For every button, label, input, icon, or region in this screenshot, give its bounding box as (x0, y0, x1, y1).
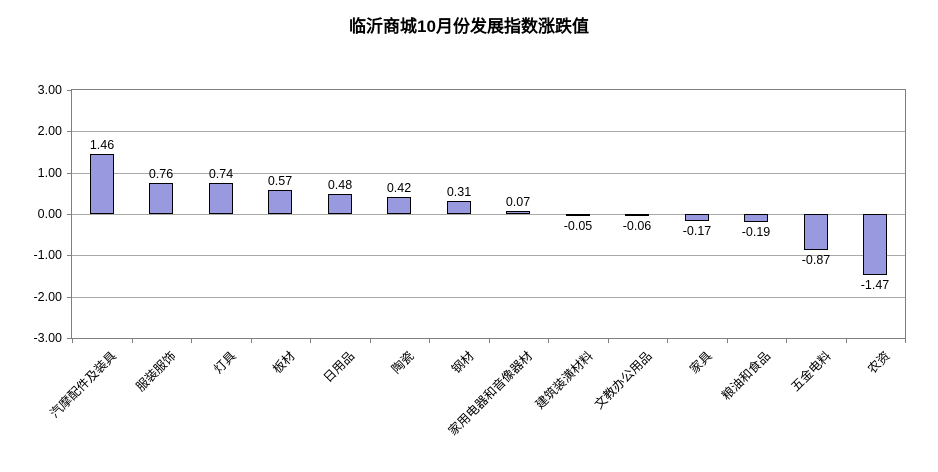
x-axis-tick (667, 338, 668, 343)
x-axis-tick (846, 338, 847, 343)
x-axis-tick (72, 338, 73, 343)
bar (209, 183, 233, 214)
bar (328, 194, 352, 214)
x-axis-category-label: 农资 (865, 348, 893, 377)
x-axis-category-label: 家具 (687, 348, 715, 377)
y-axis-tick (67, 214, 72, 215)
bar (566, 214, 590, 216)
y-axis-tick (67, 255, 72, 256)
bar (268, 190, 292, 214)
bar (744, 214, 768, 222)
x-axis-tick (608, 338, 609, 343)
x-axis-tick (310, 338, 311, 343)
y-axis-tick-label: 2.00 (37, 124, 62, 138)
x-axis-category-label: 陶瓷 (389, 348, 417, 377)
gridline (72, 131, 905, 132)
x-axis-tick (370, 338, 371, 343)
chart-title: 临沂商城10月份发展指数涨跌值 (349, 17, 589, 36)
bar (90, 154, 114, 214)
y-axis-tick-label: 1.00 (37, 166, 62, 180)
bar (149, 183, 173, 214)
bar (625, 214, 649, 216)
y-axis-tick-label: -3.00 (33, 331, 63, 345)
x-axis-tick (489, 338, 490, 343)
x-axis-category-label: 服装服饰 (133, 348, 179, 395)
y-axis-tick (67, 173, 72, 174)
bar-value-label: -1.47 (860, 278, 890, 292)
x-axis-category-label: 五金电料 (788, 348, 834, 395)
x-axis-tick (429, 338, 430, 343)
gridline (72, 255, 905, 256)
bar-value-label: 0.48 (327, 178, 353, 192)
x-axis-category-label: 汽摩配件及装具 (47, 348, 120, 421)
x-axis-category-label: 粮油和食品 (719, 348, 774, 403)
bar (685, 214, 709, 221)
bar (506, 211, 530, 214)
bar-value-label: -0.05 (563, 219, 593, 233)
gridline (72, 173, 905, 174)
x-axis-category-label: 日用品 (321, 348, 358, 386)
x-axis-tick (251, 338, 252, 343)
bar (804, 214, 828, 250)
bar (863, 214, 887, 275)
x-axis-category-label: 钢材 (449, 348, 477, 377)
bar-value-label: 0.31 (446, 185, 472, 199)
bar-value-label: -0.06 (622, 219, 652, 233)
x-axis-tick (786, 338, 787, 343)
x-axis-tick (727, 338, 728, 343)
bar-value-label: 0.07 (505, 195, 531, 209)
y-axis-tick (67, 338, 72, 339)
bar-value-label: 1.46 (89, 138, 115, 152)
x-axis-category-label: 建筑装潢材料 (532, 348, 596, 412)
x-axis-tick (191, 338, 192, 343)
bar (447, 201, 471, 214)
gridline (72, 214, 905, 215)
x-axis-tick (132, 338, 133, 343)
bar-value-label: -0.87 (801, 253, 831, 267)
bar-value-label: 0.42 (386, 181, 412, 195)
x-axis-tick (905, 338, 906, 343)
bar-value-label: 0.76 (148, 167, 174, 181)
y-axis-tick-label: 0.00 (37, 207, 62, 221)
bar (387, 197, 411, 214)
x-axis-category-label: 灯具 (211, 348, 239, 377)
y-axis-tick-label: -2.00 (33, 290, 63, 304)
bar-value-label: -0.17 (682, 224, 712, 238)
x-axis-category-label: 板材 (270, 348, 298, 377)
y-axis-tick (67, 131, 72, 132)
x-axis-category-label: 文教办公用品 (591, 348, 655, 412)
gridline (72, 297, 905, 298)
bar-value-label: 0.74 (208, 167, 234, 181)
y-axis-tick (67, 90, 72, 91)
y-axis-tick (67, 297, 72, 298)
x-axis-tick (548, 338, 549, 343)
y-axis-tick-label: 3.00 (37, 83, 62, 97)
bar-value-label: -0.19 (741, 225, 771, 239)
bar-value-label: 0.57 (267, 174, 293, 188)
y-axis-tick-label: -1.00 (33, 248, 63, 262)
